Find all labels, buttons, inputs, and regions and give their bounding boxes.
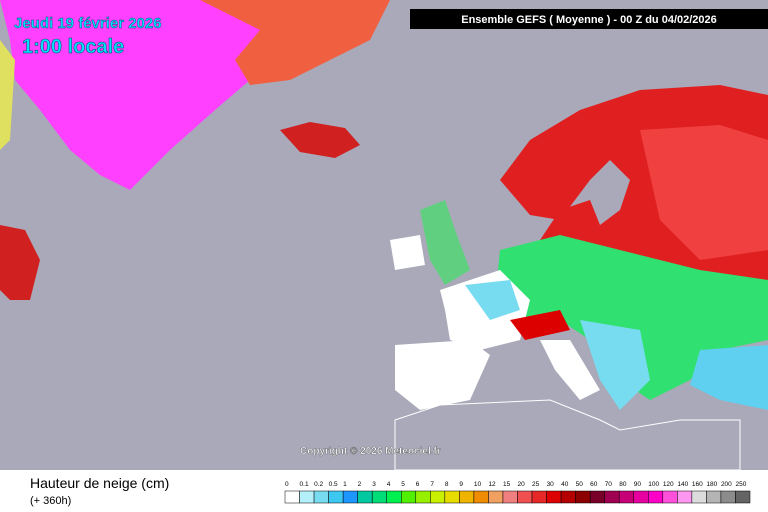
france-north [465,280,520,320]
legend-label: 120 [663,481,674,488]
legend-swatch [589,490,605,504]
legend-label: 15 [503,481,511,488]
legend-label: 30 [547,481,555,488]
copyright: Copyright © 2026 Meteociel.fr [300,446,441,457]
legend-swatch [677,490,693,504]
alps [510,310,570,340]
model-run: Ensemble GEFS ( Moyenne ) - 00 Z du 04/0… [461,14,717,26]
legend-label: 250 [735,481,746,488]
legend-swatch [299,490,315,504]
legend-swatch [575,490,591,504]
legend-swatch [473,490,489,504]
legend-swatch [313,490,329,504]
legend-label: 140 [677,481,688,488]
iceland [280,122,360,158]
lead-time: (+ 360h) [30,495,71,507]
balkans [580,320,650,410]
legend-swatch [488,490,504,504]
legend-label: 25 [532,481,540,488]
legend-label: 10 [474,481,482,488]
turkey [690,345,768,410]
legend-title: Hauteur de neige (cm) [30,475,169,491]
legend-swatch [415,490,431,504]
italy [540,340,600,400]
legend-swatch [633,490,649,504]
legend-swatch [357,490,373,504]
legend-swatch [604,490,620,504]
legend-swatch [618,490,634,504]
legend-label: 100 [648,481,659,488]
legend-label: 0.5 [329,481,338,488]
legend-label: 40 [561,481,569,488]
legend-label: 160 [692,481,703,488]
legend-swatch [328,490,344,504]
legend-swatch [502,490,518,504]
time: 1:00 locale [22,36,124,58]
legend-label: 5 [401,481,405,488]
legend-swatch [648,490,664,504]
legend-swatch [401,490,417,504]
legend-swatch [371,490,387,504]
legend-label: 3 [372,481,376,488]
legend-label: 4 [387,481,391,488]
date: Jeudi 19 février 2026 [14,15,162,32]
greenland-east [200,0,390,85]
legend-label: 0 [285,481,289,488]
ireland [390,235,425,270]
iberia [395,340,490,410]
legend-label: 9 [459,481,463,488]
legend-label: 12 [488,481,496,488]
legend-label: 0.1 [300,481,309,488]
legend-swatch [342,490,358,504]
legend-swatch [706,490,722,504]
legend-swatch [386,490,402,504]
legend-label: 180 [706,481,717,488]
arctic-isle [0,40,15,150]
legend: 0 0.1 0.2 0.5 1 2 3 4 5 6 7 8 9 10 12 15 20 25 30 40 50 60 70 8… [284,481,751,504]
legend-swatch [531,490,547,504]
legend-swatch [691,490,707,504]
legend-label: 90 [634,481,642,488]
legend-swatch [546,490,562,504]
legend-label: 200 [721,481,732,488]
legend-swatch [662,490,678,504]
labrador [0,225,40,300]
legend-label: 0.2 [314,481,323,488]
legend-label: 80 [619,481,627,488]
legend-label: 70 [605,481,613,488]
legend-swatch [444,490,460,504]
legend-label: 2 [358,481,362,488]
legend-swatch [720,490,736,504]
legend-swatch [735,490,751,504]
legend-label: 50 [576,481,584,488]
legend-label: 7 [430,481,434,488]
legend-label: 8 [445,481,449,488]
header-box [410,9,768,29]
legend-swatch [459,490,475,504]
legend-swatch [517,490,533,504]
russia [640,125,768,260]
britain [420,200,470,285]
legend-label: 20 [518,481,526,488]
legend-swatch [430,490,446,504]
legend-label: 60 [590,481,598,488]
legend-swatch [560,490,576,504]
legend-swatch [284,490,300,504]
legend-label: 1 [343,481,347,488]
legend-label: 6 [416,481,420,488]
